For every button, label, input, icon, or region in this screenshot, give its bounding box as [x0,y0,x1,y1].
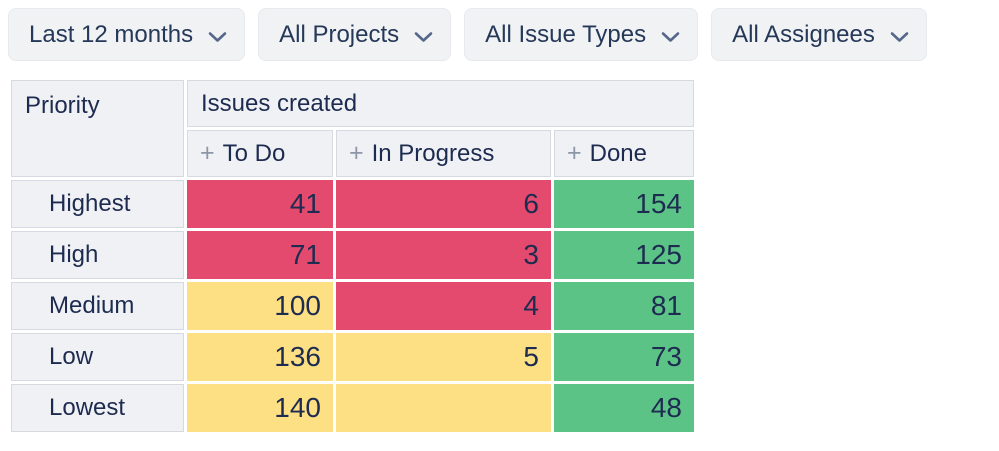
column-header-label: To Do [222,140,286,167]
row-label: Medium [11,282,184,330]
priority-column-header: Priority [11,80,184,177]
count-cell[interactable]: 71 [187,231,333,279]
count-cell[interactable]: 81 [554,282,694,330]
filter-dropdown-assignees[interactable]: All Assignees [711,8,927,61]
table-row-highest: Highest 41 6 154 [11,180,694,228]
count-cell[interactable]: 48 [554,384,694,432]
count-cell[interactable]: 100 [187,282,333,330]
issues-by-priority-status-table: Priority Issues created + To Do + In Progr… [8,77,697,435]
expand-column-icon[interactable]: + [567,139,582,167]
table-row-low: Low 136 5 73 [11,333,694,381]
issues-created-group-header: Issues created [187,80,694,127]
row-label: Lowest [11,384,184,432]
filter-label: All Projects [279,20,400,48]
filter-label: Last 12 months [29,20,194,48]
filter-label: All Issue Types [485,20,647,48]
filter-label: All Assignees [732,20,875,48]
count-cell[interactable]: 73 [554,333,694,381]
count-cell[interactable]: 5 [336,333,551,381]
chevron-down-icon [661,22,680,50]
count-cell[interactable]: 136 [187,333,333,381]
filter-dropdown-projects[interactable]: All Projects [258,8,452,61]
filter-dropdown-issue-types[interactable]: All Issue Types [464,8,699,61]
row-label: Highest [11,180,184,228]
status-header-row: + To Do + In Progress + Done [11,130,694,177]
count-cell[interactable]: 4 [336,282,551,330]
chevron-down-icon [414,22,433,50]
filter-bar: Last 12 months All Projects All Issue Ty… [8,8,991,61]
expand-column-icon[interactable]: + [200,139,215,167]
count-cell[interactable]: 140 [187,384,333,432]
table-row-high: High 71 3 125 [11,231,694,279]
count-cell[interactable]: 154 [554,180,694,228]
table-row-lowest: Lowest 140 48 [11,384,694,432]
chevron-down-icon [890,22,909,50]
table-row-medium: Medium 100 4 81 [11,282,694,330]
count-cell[interactable]: 3 [336,231,551,279]
count-cell[interactable]: 125 [554,231,694,279]
filter-dropdown-time-range[interactable]: Last 12 months [8,8,246,61]
chevron-down-icon [208,22,227,50]
row-label: High [11,231,184,279]
column-header-done: + Done [554,130,694,177]
expand-column-icon[interactable]: + [349,139,364,167]
column-header-in-progress: + In Progress [336,130,551,177]
group-header-row: Priority Issues created [11,80,694,177]
column-header-label: In Progress [371,140,495,167]
count-cell[interactable]: 41 [187,180,333,228]
column-header-todo: + To Do [187,130,333,177]
count-cell[interactable] [336,384,551,432]
count-cell[interactable]: 6 [336,180,551,228]
row-label: Low [11,333,184,381]
column-header-label: Done [589,140,647,167]
